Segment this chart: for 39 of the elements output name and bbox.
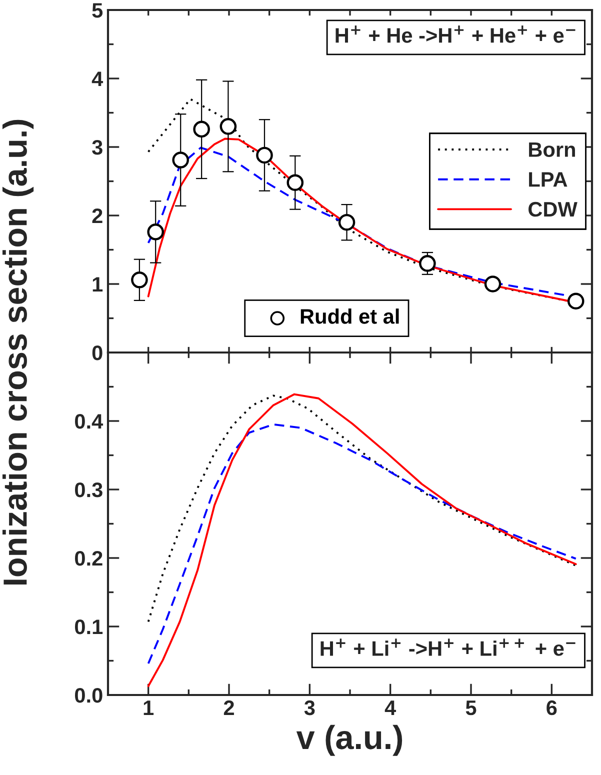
x-tick-label: 5 (466, 700, 476, 716)
x-tick-label: 2 (224, 700, 234, 715)
legend-label: LPA (529, 172, 568, 187)
point (484, 276, 502, 292)
point (567, 292, 584, 310)
y-tick-label: 1 (92, 277, 103, 292)
x-tick-label: 3 (304, 700, 315, 716)
y-tick-label: 0.1 (75, 620, 103, 634)
y-tick-label: 0.0 (75, 688, 102, 703)
legend-label: CDW (528, 202, 578, 217)
y-tick-label: 0.3 (75, 482, 102, 498)
point (419, 255, 436, 272)
y-tick-label: 2 (92, 208, 102, 224)
line-series (147, 394, 577, 623)
y-tick-label: 3 (92, 140, 102, 155)
point (220, 118, 237, 135)
x-axis-title: v (a.u.) (296, 724, 402, 756)
x-tick-label: 4 (384, 700, 396, 715)
point (193, 120, 210, 138)
point (131, 271, 148, 288)
point (286, 174, 304, 192)
x-tick-label: 6 (546, 700, 557, 716)
y-tick-label: 0.2 (75, 551, 102, 566)
y-tick-label: 0.4 (75, 414, 104, 429)
line-series (147, 393, 577, 688)
line-series (147, 423, 577, 664)
legend-label: Rudd et al (300, 308, 399, 324)
y-tick-label: 4 (92, 72, 104, 86)
y-tick-label: 0 (92, 346, 102, 360)
y-tick-label: 5 (92, 3, 103, 18)
point (256, 146, 273, 164)
y-axis-title: Ionization cross section (a.u.) (2, 120, 34, 585)
legend-label: Born (529, 142, 575, 158)
point (147, 224, 164, 240)
point (338, 214, 356, 231)
point (172, 152, 189, 168)
annotation: H$^{+}$ + He ->H$^{+}$ + He$^{+}$ + e$^{−}$ (336, 25, 576, 43)
x-tick-label: 1 (144, 700, 154, 715)
text: H$^{+}$ + Li$^{+}$ ->H$^{+}$ + Li$^{++}$ + e$^{−}$ (320, 638, 576, 656)
